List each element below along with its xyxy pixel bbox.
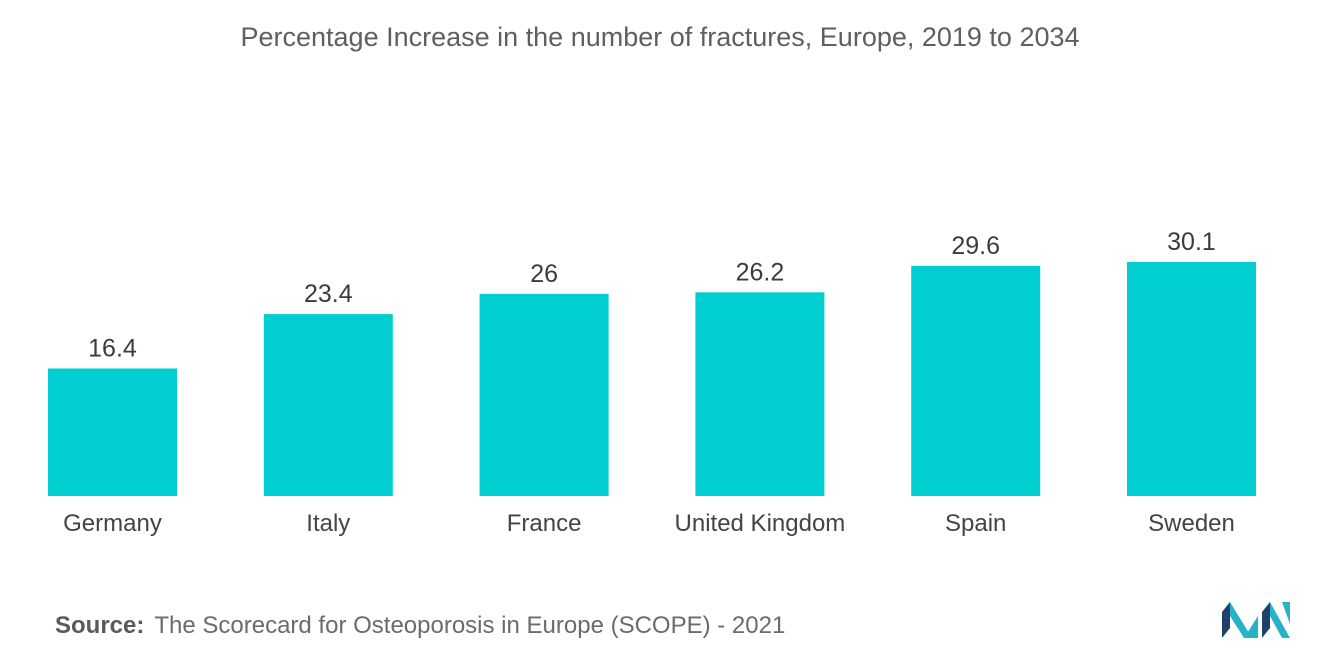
value-label: 23.4 — [304, 280, 353, 308]
category-label: Spain — [945, 510, 1006, 537]
logo-shape-right-teal — [1270, 602, 1290, 638]
bar-spain — [911, 265, 1041, 496]
value-label: 30.1 — [1167, 228, 1216, 256]
bar-germany — [48, 368, 177, 496]
logo-shape-left-teal — [1230, 602, 1252, 638]
source-text: The Scorecard for Osteoporosis in Europe… — [154, 612, 786, 639]
logo-shape-left-dark — [1222, 602, 1230, 638]
value-label: 16.4 — [88, 335, 137, 363]
mordor-intelligence-logo-icon — [1222, 602, 1290, 638]
bar-italy — [263, 314, 393, 496]
logo-shape-end-teal — [1282, 602, 1290, 624]
value-label: 29.6 — [951, 232, 1000, 260]
logo-shape-mid-teal — [1244, 616, 1258, 638]
logo-shape-right-dark — [1262, 602, 1270, 638]
category-label: Germany — [63, 510, 162, 537]
source-note: Source: The Scorecard for Osteoporosis in… — [55, 612, 785, 640]
bar-united-kingdom — [695, 292, 825, 496]
chart-title: Percentage Increase in the number of fra… — [240, 22, 1080, 52]
category-label: Sweden — [1148, 510, 1235, 537]
value-label: 26 — [530, 260, 558, 288]
bar-france — [479, 293, 609, 496]
value-label: 26.2 — [736, 258, 785, 286]
category-label: France — [507, 510, 582, 537]
bar-sweden — [1127, 262, 1256, 496]
bar-chart: 16.4 Germany 23.4 Italy 26 France 26.2 United K… — [48, 228, 1256, 537]
category-label: Italy — [306, 510, 350, 537]
category-label: United Kingdom — [675, 510, 846, 537]
source-prefix: Source: — [55, 612, 145, 639]
